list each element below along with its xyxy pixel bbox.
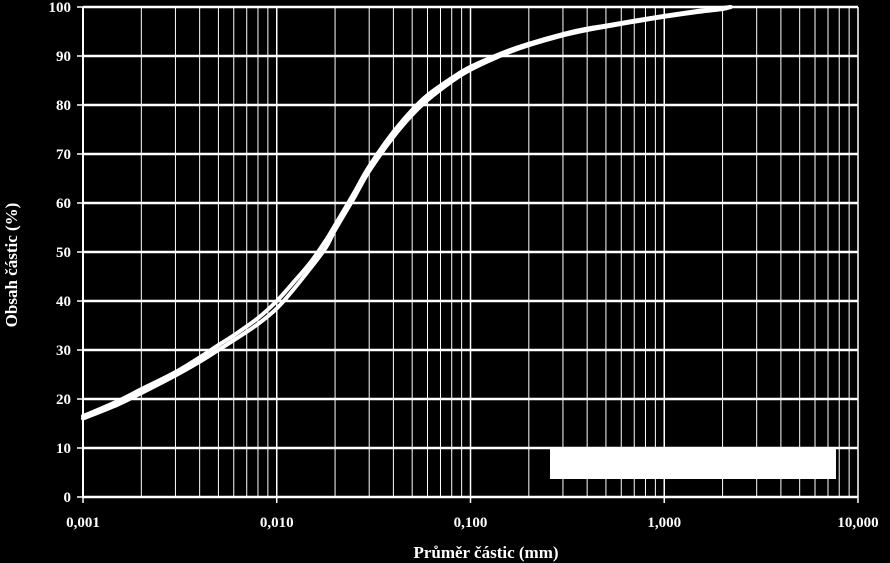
x-tick-label: 10,000	[837, 515, 878, 531]
x-tick-label: 0,100	[454, 515, 488, 531]
y-tick-label: 100	[49, 0, 72, 16]
y-tick-label: 80	[56, 98, 71, 114]
series-line-2	[81, 5, 733, 421]
y-tick-label: 10	[56, 441, 71, 457]
y-tick-label: 30	[56, 343, 71, 359]
x-tick-label: 0,010	[260, 515, 294, 531]
series-layer	[81, 5, 733, 421]
y-tick-labels: 0 10 20 30 40 50 60 70 80 90 100	[49, 0, 72, 506]
y-tick-label: 60	[56, 196, 71, 212]
x-tick-labels: 0,001 0,010 0,100 1,000 10,000	[66, 515, 879, 531]
y-tick-label: 70	[56, 147, 71, 163]
y-tick-label: 0	[64, 490, 72, 506]
x-tick-label: 1,000	[647, 515, 681, 531]
y-tick-label: 20	[56, 392, 71, 408]
y-tick-label: 50	[56, 245, 71, 261]
legend-box	[550, 447, 836, 479]
y-axis-title: Obsah částic (%)	[2, 203, 21, 328]
y-tick-label: 90	[56, 49, 71, 65]
legend-layer	[550, 447, 836, 479]
y-tick-label: 40	[56, 294, 71, 310]
x-axis-title: Průměr částic (mm)	[413, 543, 558, 562]
x-tick-label: 0,001	[66, 515, 100, 531]
